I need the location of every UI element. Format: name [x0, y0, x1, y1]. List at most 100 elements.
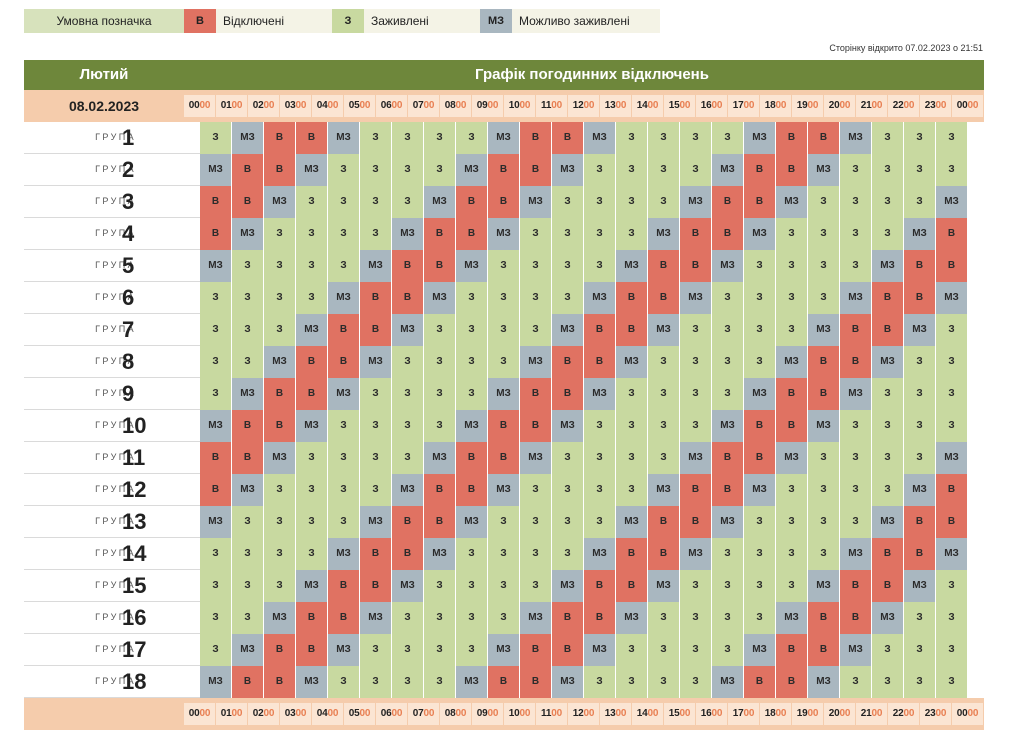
hour-label: 0100 — [216, 703, 247, 725]
hour-status-cell: В — [424, 250, 456, 282]
hour-status-cell: З — [520, 282, 552, 314]
hour-status-cell: З — [264, 282, 296, 314]
group-row: ГРУПА 1 З МЗ В В МЗ З З З З МЗ В В МЗ З З З З МЗ В В МЗ З З З — [24, 122, 984, 154]
hour-label: 1000 — [504, 703, 535, 725]
hour-status-cell: В — [936, 218, 968, 250]
hour-status-cell: З — [808, 506, 840, 538]
hour-status-cell: З — [872, 410, 904, 442]
hour-label: 2200 — [888, 95, 919, 117]
hour-status-cell: В — [616, 314, 648, 346]
hour-status-cell: З — [200, 122, 232, 154]
group-word: ГРУПА — [95, 548, 136, 558]
hour-status-cell: З — [488, 314, 520, 346]
group-label: ГРУПА 16 — [24, 602, 200, 634]
group-row: ГРУПА 16 З З МЗ В В МЗ З З З З МЗ В В МЗ З З З З МЗ В В МЗ З З — [24, 602, 984, 634]
hour-status-cell: МЗ — [296, 154, 328, 186]
hour-status-cell: З — [360, 634, 392, 666]
group-number: 16 — [122, 605, 147, 630]
group-number: 6 — [122, 285, 135, 310]
hour-status-cell: МЗ — [392, 474, 424, 506]
hour-status-cell: З — [360, 474, 392, 506]
hour-status-cell: З — [520, 218, 552, 250]
hour-status-cell: В — [488, 410, 520, 442]
hour-label: 1200 — [568, 95, 599, 117]
hour-status-cell: З — [200, 602, 232, 634]
group-row: ГРУПА 2 МЗ В В МЗ З З З З МЗ В В МЗ З З З З МЗ В В МЗ З З З З — [24, 154, 984, 186]
hour-status-cell: З — [456, 538, 488, 570]
hour-status-cell: З — [328, 442, 360, 474]
group-word: ГРУПА — [95, 196, 136, 206]
hour-status-cell: В — [680, 474, 712, 506]
hour-status-cell: З — [296, 250, 328, 282]
hour-status-cell: З — [296, 538, 328, 570]
hour-status-cell: З — [552, 218, 584, 250]
hour-status-cell: МЗ — [744, 634, 776, 666]
hour-status-cell: З — [776, 282, 808, 314]
group-number: 10 — [122, 413, 147, 438]
hour-status-cell: В — [296, 602, 328, 634]
hour-status-cell: В — [616, 538, 648, 570]
hour-status-cell: З — [424, 602, 456, 634]
hour-status-cell: З — [488, 602, 520, 634]
hour-status-cell: В — [424, 506, 456, 538]
hour-status-cell: З — [200, 282, 232, 314]
hour-status-cell: З — [872, 474, 904, 506]
hour-status-cell: З — [360, 666, 392, 698]
hour-label: 2100 — [856, 703, 887, 725]
hour-status-cell: З — [680, 378, 712, 410]
hour-status-cell: З — [328, 154, 360, 186]
hour-status-cell: МЗ — [424, 538, 456, 570]
hour-status-cell: МЗ — [200, 154, 232, 186]
hour-status-cell: З — [232, 538, 264, 570]
hour-status-cell: МЗ — [648, 218, 680, 250]
hour-status-cell: З — [872, 218, 904, 250]
legend-swatch-off: В — [184, 9, 216, 33]
hour-status-cell: МЗ — [200, 410, 232, 442]
hour-status-cell: З — [328, 250, 360, 282]
hour-status-cell: З — [488, 506, 520, 538]
hour-status-cell: З — [808, 474, 840, 506]
hour-status-cell: МЗ — [552, 154, 584, 186]
hour-label: 1200 — [568, 703, 599, 725]
hour-status-cell: З — [328, 474, 360, 506]
hour-status-cell: МЗ — [392, 218, 424, 250]
hour-status-cell: З — [200, 314, 232, 346]
hour-status-cell: З — [584, 154, 616, 186]
page-opened-timestamp: Сторінку відкрито 07.02.2023 о 21:51 — [829, 43, 983, 53]
group-number: 14 — [122, 541, 147, 566]
hour-status-cell: З — [200, 346, 232, 378]
hour-status-cell: З — [680, 122, 712, 154]
hour-label: 0200 — [248, 95, 279, 117]
hour-status-cell: З — [520, 314, 552, 346]
group-label: ГРУПА 17 — [24, 634, 200, 666]
hour-status-cell: З — [936, 410, 968, 442]
schedule-header: Лютий Графік погодинних відключень — [24, 60, 984, 90]
group-row: ГРУПА 11 В В МЗ З З З З МЗ В В МЗ З З З З МЗ В В МЗ З З З З МЗ — [24, 442, 984, 474]
hour-status-cell: З — [616, 186, 648, 218]
hour-status-cell: З — [584, 250, 616, 282]
hour-status-cell: МЗ — [296, 410, 328, 442]
hour-status-cell: В — [264, 122, 296, 154]
hour-status-cell: МЗ — [232, 122, 264, 154]
hour-status-cell: В — [200, 218, 232, 250]
hour-status-cell: МЗ — [360, 506, 392, 538]
hour-status-cell: МЗ — [296, 314, 328, 346]
hour-status-cell: З — [488, 250, 520, 282]
hour-status-cell: З — [584, 442, 616, 474]
group-word: ГРУПА — [95, 644, 136, 654]
hour-status-cell: МЗ — [264, 442, 296, 474]
hour-status-cell: З — [616, 410, 648, 442]
hour-status-cell: МЗ — [296, 570, 328, 602]
legend-title: Умовна позначка — [24, 9, 184, 33]
hour-status-cell: МЗ — [360, 250, 392, 282]
hour-status-cell: З — [424, 314, 456, 346]
hour-status-cell: З — [648, 410, 680, 442]
hour-status-cell: З — [648, 602, 680, 634]
hour-status-cell: МЗ — [552, 314, 584, 346]
group-word: ГРУПА — [95, 388, 136, 398]
hour-status-cell: МЗ — [584, 122, 616, 154]
hour-status-cell: З — [680, 154, 712, 186]
hour-status-cell: В — [552, 378, 584, 410]
hour-label: 0000 — [184, 703, 215, 725]
hour-status-cell: МЗ — [360, 346, 392, 378]
